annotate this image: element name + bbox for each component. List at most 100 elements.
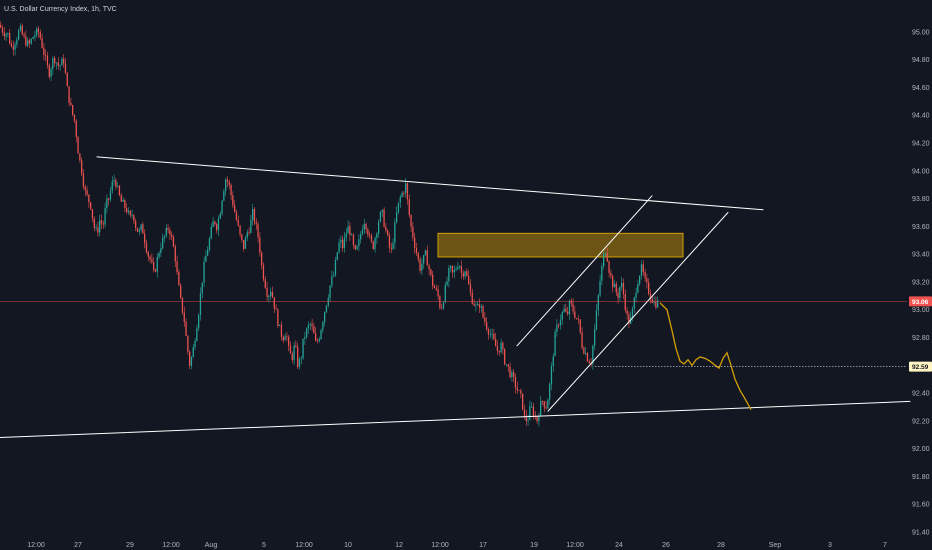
candle-body bbox=[367, 229, 369, 235]
candle-body bbox=[484, 317, 486, 323]
channel-upper-line[interactable] bbox=[516, 195, 653, 347]
candle-body bbox=[385, 226, 387, 231]
candle-up bbox=[500, 338, 502, 354]
candle-body bbox=[255, 222, 257, 225]
candle-body bbox=[403, 192, 405, 194]
candle-body bbox=[642, 264, 644, 273]
candle-down bbox=[574, 305, 576, 320]
candle-body bbox=[201, 282, 203, 294]
candle-body bbox=[273, 297, 275, 309]
candle-down bbox=[234, 200, 236, 213]
zone-layer bbox=[437, 232, 684, 258]
upper-resistance-line[interactable] bbox=[96, 156, 764, 211]
candle-up bbox=[376, 232, 378, 244]
candle-body bbox=[232, 195, 234, 206]
candle-body bbox=[401, 192, 403, 197]
candle-body bbox=[81, 160, 83, 174]
candle-body bbox=[489, 334, 491, 335]
candle-down bbox=[586, 352, 589, 362]
candle-up bbox=[448, 264, 450, 288]
candle-body bbox=[266, 287, 268, 297]
candle-body bbox=[340, 239, 342, 243]
candle-body bbox=[23, 34, 25, 37]
current-price-badge-bg bbox=[909, 296, 932, 307]
candle-body bbox=[545, 407, 547, 409]
candle-down bbox=[271, 286, 274, 298]
candle-down bbox=[579, 319, 581, 335]
candle-up bbox=[361, 225, 364, 236]
candle-body bbox=[439, 296, 441, 308]
candle-down bbox=[187, 334, 189, 355]
candle-up bbox=[19, 23, 22, 32]
candle-body bbox=[75, 120, 77, 137]
candle-down bbox=[518, 389, 520, 391]
candle-down bbox=[118, 184, 121, 197]
lower-support-line[interactable] bbox=[0, 400, 911, 439]
candle-down bbox=[84, 184, 86, 197]
time-tick-label: 5 bbox=[262, 542, 266, 549]
candle-body bbox=[369, 234, 371, 236]
candle-down bbox=[349, 222, 351, 242]
candle-down bbox=[581, 327, 583, 350]
candle-body bbox=[390, 247, 392, 249]
candle-up bbox=[347, 220, 349, 234]
candle-body bbox=[158, 253, 160, 258]
candle-down bbox=[572, 298, 574, 315]
candle-body bbox=[363, 223, 365, 230]
candle-body bbox=[316, 340, 319, 342]
candle-body bbox=[39, 32, 41, 39]
candle-down bbox=[72, 104, 74, 117]
candle-body bbox=[532, 406, 535, 417]
time-tick-label: 12 bbox=[395, 542, 403, 549]
candle-body bbox=[538, 416, 540, 422]
candle-body bbox=[48, 65, 50, 77]
time-tick-label: 28 bbox=[717, 542, 725, 549]
candle-down bbox=[410, 214, 412, 232]
candle-down bbox=[385, 222, 387, 233]
candle-down bbox=[230, 183, 232, 201]
candle-body bbox=[70, 102, 72, 106]
candle-body bbox=[147, 252, 149, 257]
candle-up bbox=[475, 302, 477, 312]
candle-body bbox=[520, 390, 522, 394]
projection-path[interactable] bbox=[659, 302, 752, 411]
candle-up bbox=[421, 257, 423, 276]
candle-down bbox=[145, 239, 148, 255]
candle-down bbox=[541, 400, 544, 406]
channel-lower-line[interactable] bbox=[547, 211, 729, 412]
candle-down bbox=[257, 221, 259, 243]
candle-body bbox=[46, 55, 49, 66]
candle-down bbox=[45, 49, 47, 62]
candle-body bbox=[522, 393, 524, 410]
candle-up bbox=[18, 28, 20, 41]
candle-up bbox=[374, 236, 376, 253]
candle-body bbox=[563, 308, 565, 313]
candle-down bbox=[43, 42, 45, 61]
candle-up bbox=[491, 328, 493, 340]
candle-down bbox=[172, 234, 175, 248]
candle-up bbox=[538, 412, 540, 427]
candle-body bbox=[329, 285, 331, 298]
candle-down bbox=[142, 221, 144, 234]
time-tick-label: 12:00 bbox=[162, 542, 180, 549]
resistance-zone[interactable] bbox=[437, 232, 684, 258]
candle-up bbox=[401, 191, 403, 198]
candle-down bbox=[622, 278, 625, 300]
candle-down bbox=[23, 32, 25, 39]
candle-up bbox=[392, 238, 394, 251]
candle-down bbox=[567, 306, 569, 316]
candle-up bbox=[217, 215, 220, 237]
candle-body bbox=[111, 181, 113, 191]
candle-down bbox=[545, 401, 547, 410]
candle-up bbox=[16, 36, 18, 48]
candle-down bbox=[237, 215, 239, 227]
candle-up bbox=[7, 32, 9, 38]
candle-body bbox=[52, 57, 54, 70]
price-axis[interactable]: 95.00 94.80 94.60 94.40 94.20 94.00 93.80 93.60… bbox=[909, 29, 932, 537]
candle-down bbox=[628, 311, 630, 328]
candle-up bbox=[279, 324, 281, 327]
time-axis[interactable]: 12:00 27 29 12:00 Aug 5 12:00 10 12 12:00 17 19 12:0… bbox=[27, 542, 887, 549]
candle-up bbox=[50, 66, 52, 82]
